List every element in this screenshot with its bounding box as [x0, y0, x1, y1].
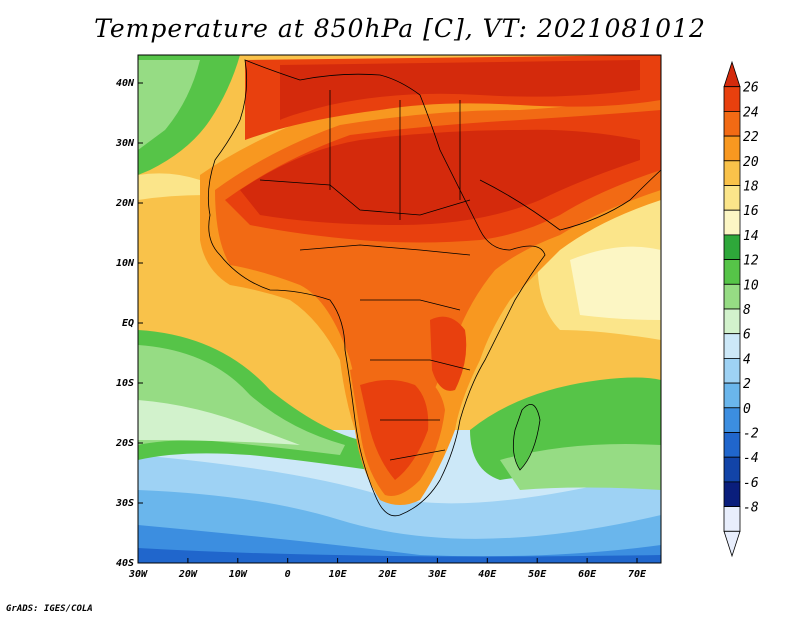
- lat-tick-label: 30S: [115, 498, 134, 509]
- colorbar-label: 18: [743, 180, 759, 195]
- lon-tick-label: 70E: [628, 569, 647, 580]
- colorbar-label: 26: [743, 81, 759, 96]
- lon-tick-label: 50E: [528, 569, 547, 580]
- lat-tick-label: 10S: [116, 378, 134, 389]
- colorbar-label: 22: [743, 130, 759, 145]
- colorbar-label: 24: [743, 105, 759, 120]
- colorbar-swatch: [723, 357, 741, 384]
- colorbar-swatch: [723, 259, 741, 285]
- lat-tick-label: 30N: [115, 138, 135, 149]
- colorbar-swatch: [723, 283, 741, 310]
- lat-tick-label: 20S: [115, 438, 134, 449]
- colorbar-swatch: [723, 135, 741, 162]
- colorbar-label: -4: [743, 451, 759, 466]
- colorbar-label: -8: [743, 501, 759, 516]
- colorbar-swatch: [723, 86, 741, 112]
- lat-tick-label: 40N: [116, 78, 135, 89]
- colorbar-label: 12: [743, 254, 759, 269]
- colorbar-swatch: [723, 209, 741, 236]
- colorbar-label: 4: [743, 352, 751, 367]
- colorbar-swatch: [723, 333, 741, 359]
- colorbar-swatch: [723, 160, 741, 186]
- lon-tick-label: 30W: [128, 569, 148, 580]
- colorbar-label: 20: [743, 155, 759, 170]
- colorbar-label: 0: [743, 402, 751, 417]
- colorbar-swatch: [723, 456, 741, 483]
- longitude-axis: 30W 20W 10W 0 10E 20E 30E 40E 50E 60E 70E: [128, 558, 647, 580]
- colorbar-label: 6: [743, 328, 751, 343]
- colorbar-swatch: [723, 481, 741, 507]
- colorbar-label: -2: [743, 427, 759, 442]
- temperature-field: [138, 55, 661, 563]
- lon-tick-label: 60E: [578, 569, 597, 580]
- chart-title: Temperature at 850hPa [C], VT: 202108101…: [94, 14, 706, 43]
- colorbar-label: 8: [743, 303, 751, 318]
- coastlines: [207, 59, 661, 517]
- lat-tick-label: 10N: [116, 258, 135, 269]
- lon-tick-label: 10E: [329, 569, 348, 580]
- lon-tick-label: 0: [285, 569, 291, 580]
- lon-tick-label: 30E: [427, 569, 447, 580]
- colorbar-label: 14: [743, 229, 759, 244]
- lon-tick-label: 40E: [478, 569, 497, 580]
- colorbar-swatch: [723, 506, 741, 532]
- plot-frame: [137, 54, 662, 564]
- colorbar-bottom-arrow: [723, 530, 741, 558]
- colorbar-top-arrow: [723, 60, 741, 88]
- colorbar-swatch: [723, 308, 741, 335]
- colorbar-swatch: [723, 111, 741, 137]
- colorbar-label: 10: [743, 278, 759, 293]
- colorbar-swatch: [723, 407, 741, 433]
- colorbar-label: -6: [743, 476, 759, 491]
- lat-tick-label: 40S: [116, 558, 134, 569]
- colorbar-swatch: [723, 234, 741, 260]
- lat-tick-label: 20N: [115, 198, 135, 209]
- colorbar-label: 2: [743, 377, 751, 392]
- colorbar-swatch: [723, 432, 741, 458]
- lat-tick-label: EQ: [122, 318, 134, 329]
- colorbar-label: 16: [743, 204, 759, 219]
- lon-tick-label: 20E: [377, 569, 397, 580]
- lon-tick-label: 10W: [229, 569, 248, 580]
- colorbar-swatch: [723, 185, 741, 211]
- colorbar-swatch: [723, 382, 741, 409]
- latitude-axis: 40N 30N 20N 10N EQ 10S 20S 30S 40S: [115, 78, 143, 569]
- lon-tick-label: 20W: [178, 569, 198, 580]
- credit-text: GrADS: IGES/COLA: [6, 604, 93, 614]
